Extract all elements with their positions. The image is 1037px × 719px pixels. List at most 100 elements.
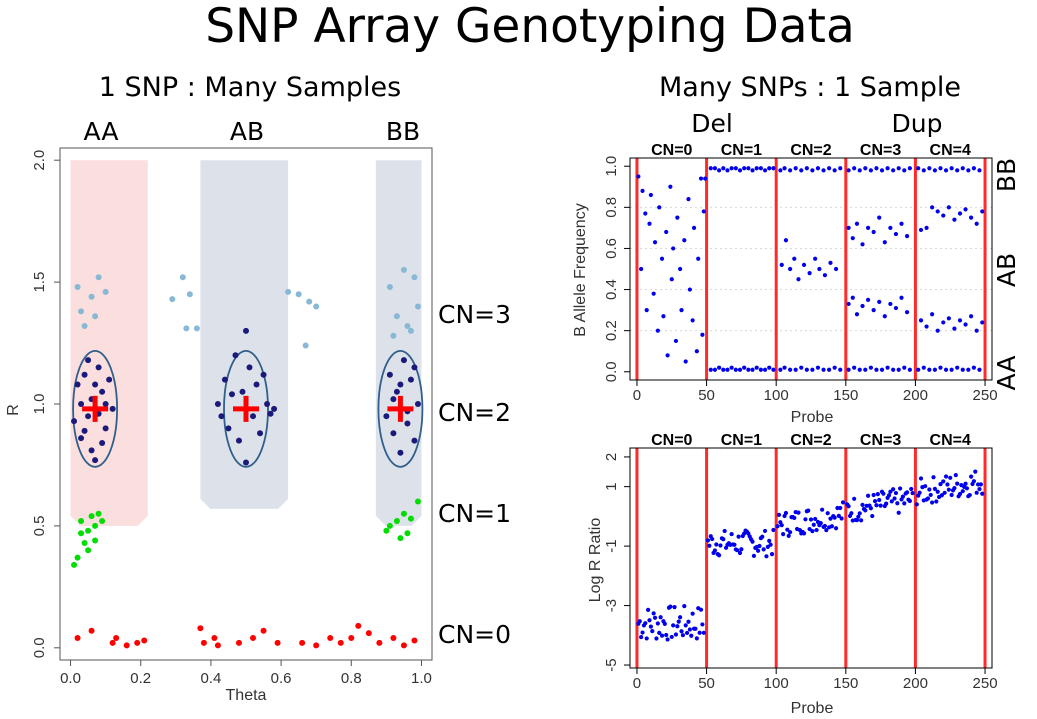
dup-label: Dup bbox=[892, 109, 943, 138]
theta-axis-label: Theta bbox=[226, 687, 267, 704]
point-cn0 bbox=[123, 642, 130, 649]
baf-point bbox=[879, 168, 885, 173]
point-cn0 bbox=[376, 639, 383, 646]
lrr-point bbox=[942, 490, 947, 495]
lrr-point bbox=[893, 490, 899, 496]
lrr-point bbox=[888, 489, 893, 494]
point-cn2 bbox=[260, 371, 267, 378]
baf-point bbox=[643, 211, 648, 216]
figure-title: SNP Array Genotyping Data bbox=[205, 0, 855, 54]
lrr-x-tick-label: 150 bbox=[833, 675, 858, 692]
theta-r-axes: 0.0 0.2 0.4 0.6 0.8 1.0 0.0 0.5 1.0 1.5 2.0 bbox=[31, 150, 432, 687]
lrr-point bbox=[783, 510, 789, 516]
baf-point bbox=[888, 225, 893, 230]
point-cn2 bbox=[225, 425, 232, 432]
baf-point bbox=[877, 299, 882, 304]
lrr-point bbox=[701, 630, 706, 635]
baf-point bbox=[821, 168, 826, 173]
lrr-x-tick-label: 0 bbox=[633, 675, 641, 692]
lrr-point bbox=[957, 491, 963, 497]
lrr-point bbox=[671, 623, 676, 628]
lrr-point bbox=[969, 474, 974, 479]
lrr-point bbox=[814, 527, 819, 533]
lrr-point bbox=[854, 517, 860, 523]
baf-point bbox=[669, 277, 674, 282]
point-cn0 bbox=[88, 627, 95, 634]
baf-x-tick-label: 250 bbox=[973, 387, 998, 404]
lrr-point bbox=[832, 515, 837, 520]
point-cn1 bbox=[400, 510, 407, 517]
baf-point bbox=[750, 168, 755, 173]
lrr-point bbox=[838, 505, 843, 511]
lrr-point bbox=[974, 490, 979, 495]
lrr-y-axis-label: Log R Ratio bbox=[587, 518, 604, 603]
baf-point bbox=[647, 221, 652, 226]
left-panel-heading: 1 SNP : Many Samples bbox=[99, 72, 401, 103]
point-cn1 bbox=[407, 515, 414, 522]
baf-point bbox=[921, 168, 926, 173]
lrr-point bbox=[980, 491, 985, 496]
baf-point bbox=[822, 273, 828, 278]
lrr-point bbox=[781, 532, 786, 537]
point-cn0 bbox=[250, 635, 257, 642]
lrr-point bbox=[870, 513, 875, 519]
point-cn0 bbox=[74, 635, 81, 642]
baf-point bbox=[980, 209, 985, 214]
lrr-point bbox=[672, 605, 677, 610]
lrr-point bbox=[881, 491, 886, 496]
lrr-segment-lines bbox=[635, 448, 987, 668]
point-cn3 bbox=[81, 322, 88, 329]
baf-point bbox=[882, 240, 887, 245]
point-cn2 bbox=[95, 364, 102, 371]
lrr-x-tick-label: 50 bbox=[698, 675, 715, 692]
baf-point bbox=[949, 166, 954, 171]
baf-point bbox=[943, 168, 949, 173]
lrr-point bbox=[659, 633, 665, 638]
baf-point bbox=[815, 365, 821, 370]
baf-point bbox=[742, 365, 747, 370]
baf-x-tick-label: 150 bbox=[833, 387, 858, 404]
baf-point bbox=[966, 168, 971, 173]
point-cn2 bbox=[71, 418, 78, 425]
baf-point bbox=[832, 365, 837, 370]
lrr-point bbox=[637, 619, 642, 624]
baf-point bbox=[655, 328, 660, 333]
baf-point bbox=[924, 324, 929, 329]
lrr-point bbox=[769, 552, 775, 557]
lrr-point bbox=[721, 537, 726, 542]
x-tick-label: 0.6 bbox=[271, 670, 292, 687]
lrr-point bbox=[952, 486, 957, 491]
lrr-point bbox=[875, 491, 880, 497]
lrr-point bbox=[963, 481, 968, 486]
point-cn2 bbox=[218, 413, 225, 420]
y-tick-label: 2.0 bbox=[31, 150, 48, 171]
baf-point bbox=[960, 367, 965, 372]
point-cn0 bbox=[235, 639, 242, 646]
lrr-point bbox=[683, 623, 688, 628]
baf-point bbox=[639, 266, 644, 272]
baf-y-tick-label: 0.8 bbox=[603, 197, 620, 218]
point-cn2 bbox=[264, 401, 271, 407]
baf-point bbox=[827, 367, 832, 372]
baf-point bbox=[779, 262, 784, 267]
point-cn3 bbox=[169, 296, 176, 303]
baf-point bbox=[793, 166, 798, 171]
point-cn2 bbox=[246, 364, 253, 371]
baf-point bbox=[733, 166, 738, 171]
baf-point bbox=[891, 367, 896, 372]
lrr-point bbox=[796, 510, 801, 515]
point-cn3 bbox=[102, 288, 109, 295]
point-cn1 bbox=[95, 510, 102, 517]
lrr-point bbox=[904, 490, 910, 495]
baf-point bbox=[935, 209, 940, 214]
point-cn2 bbox=[78, 401, 85, 407]
point-cn1 bbox=[85, 547, 92, 554]
cn1-label: CN=1 bbox=[438, 499, 511, 528]
baf-point bbox=[893, 231, 899, 237]
baf-point bbox=[932, 168, 938, 173]
lrr-point bbox=[657, 630, 662, 635]
baf-point bbox=[899, 221, 904, 226]
lrr-point bbox=[868, 506, 873, 511]
baf-point bbox=[966, 367, 971, 372]
x-tick-label: 0.2 bbox=[130, 670, 151, 687]
